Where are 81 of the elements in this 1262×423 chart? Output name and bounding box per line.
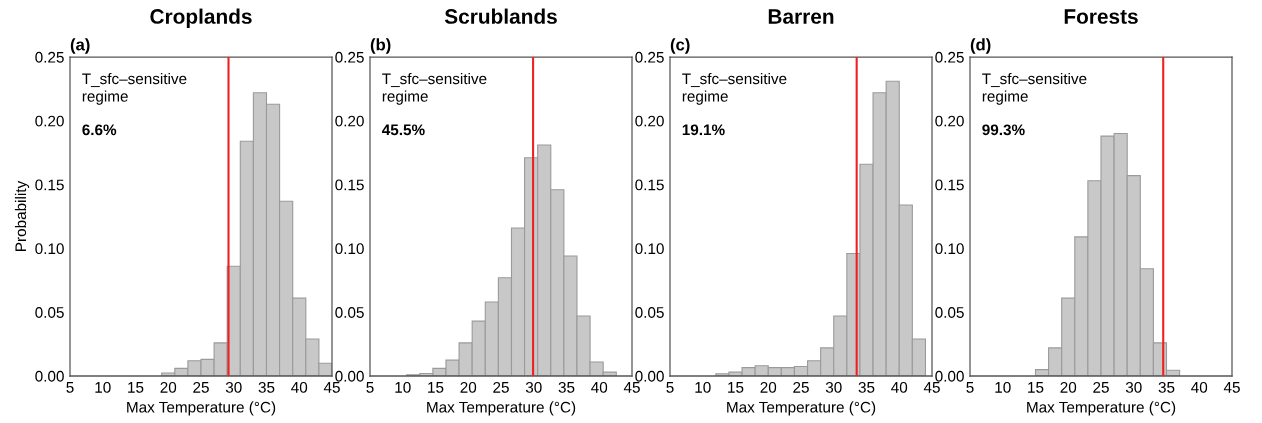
chart-title: Forests [1064,9,1138,24]
y-tick-label: 0.05 [935,307,964,318]
y-tick-label: 0.00 [935,370,964,382]
x-tick-label: 45 [623,382,640,393]
x-tick-label: 10 [395,381,411,393]
x-axis-title: Max Temperature (°C) [1027,401,1176,416]
x-tick-label: 40 [291,381,308,393]
annotation: 19.1% [682,124,725,136]
y-tick-label: 0.15 [935,179,964,191]
y-tick-label: 0.20 [935,115,964,127]
text: (c) [670,38,690,54]
annotation: T_sfc–sensitive regime [982,72,1087,105]
x-tick-label: 30 [225,381,242,393]
x-tick-label: 20 [760,381,777,393]
y-tick-label: 0.25 [35,51,64,63]
y-tick-label: 0.00 [335,370,364,382]
y-tick-label: 0.05 [635,307,664,318]
x-tick-label: 45 [923,382,940,393]
y-tick-label: 0.10 [935,243,964,255]
x-tick-label: 15 [128,382,144,393]
x-tick-label: 40 [591,381,608,393]
annotation: T_sfc–sensitive regime [82,72,187,105]
y-axis-title: Probability [14,180,30,251]
y-tick-label: 0.10 [635,243,664,255]
x-tick-label: 45 [323,382,340,393]
x-tick-label: 20 [460,381,477,393]
x-tick-label: 30 [825,381,842,393]
y-tick-label: 0.05 [335,307,364,318]
x-tick-label: 10 [95,381,111,393]
y-tick-label: 0.15 [335,179,364,191]
y-tick-label: 0.25 [335,51,364,63]
y-tick-label: 0.20 [335,115,364,127]
x-tick-label: 20 [1060,381,1077,393]
annotation: 99.3% [982,124,1025,136]
chart-title: Scrublands [444,8,557,24]
y-tick-label: 0.20 [35,115,64,127]
x-tick-label: 35 [558,381,575,393]
x-tick-label: 45 [1223,382,1240,393]
x-tick-label: 5 [66,382,74,393]
x-tick-label: 35 [858,381,875,393]
y-tick-label: 0.05 [35,307,64,318]
y-tick-label: 0.15 [635,179,664,191]
x-tick-label: 25 [193,381,209,393]
y-tick-label: 0.25 [635,51,664,63]
y-tick-label: 0.10 [35,243,64,255]
x-tick-label: 15 [1028,382,1044,393]
text: (a) [70,38,90,54]
y-tick-label: 0.20 [635,115,664,127]
annotation: 45.5% [382,124,425,136]
x-tick-label: 5 [366,382,374,393]
annotation: 6.6% [82,124,117,136]
x-tick-label: 30 [1125,381,1142,393]
chart-title: Croplands [150,8,252,28]
y-tick-label: 0.25 [935,51,964,63]
x-tick-label: 35 [258,381,275,393]
text: (b) [370,38,391,54]
x-tick-label: 5 [666,382,674,393]
x-tick-label: 25 [1093,381,1109,393]
x-tick-label: 40 [891,381,908,393]
y-tick-label: 0.00 [635,370,664,382]
x-tick-label: 25 [793,381,809,393]
x-tick-label: 30 [525,381,542,393]
x-tick-label: 25 [493,381,509,393]
x-tick-label: 20 [160,381,177,393]
x-tick-label: 10 [695,381,711,393]
x-tick-label: 15 [728,382,744,393]
x-tick-label: 40 [1191,381,1208,393]
x-axis-title: Max Temperature (°C) [427,401,576,416]
text: (d) [970,38,991,54]
chart-title: Barren [768,9,834,24]
y-tick-label: 0.00 [35,370,64,382]
x-axis-title: Max Temperature (°C) [727,401,876,416]
annotation: T_sfc–sensitive regime [382,72,487,105]
y-tick-label: 0.15 [35,179,64,191]
y-tick-label: 0.10 [335,243,364,255]
x-tick-label: 5 [966,382,974,393]
x-axis-title: Max Temperature (°C) [127,401,276,416]
x-tick-label: 10 [995,381,1011,393]
x-tick-label: 15 [428,382,444,393]
x-tick-label: 35 [1158,381,1175,393]
annotation: T_sfc–sensitive regime [682,72,787,105]
